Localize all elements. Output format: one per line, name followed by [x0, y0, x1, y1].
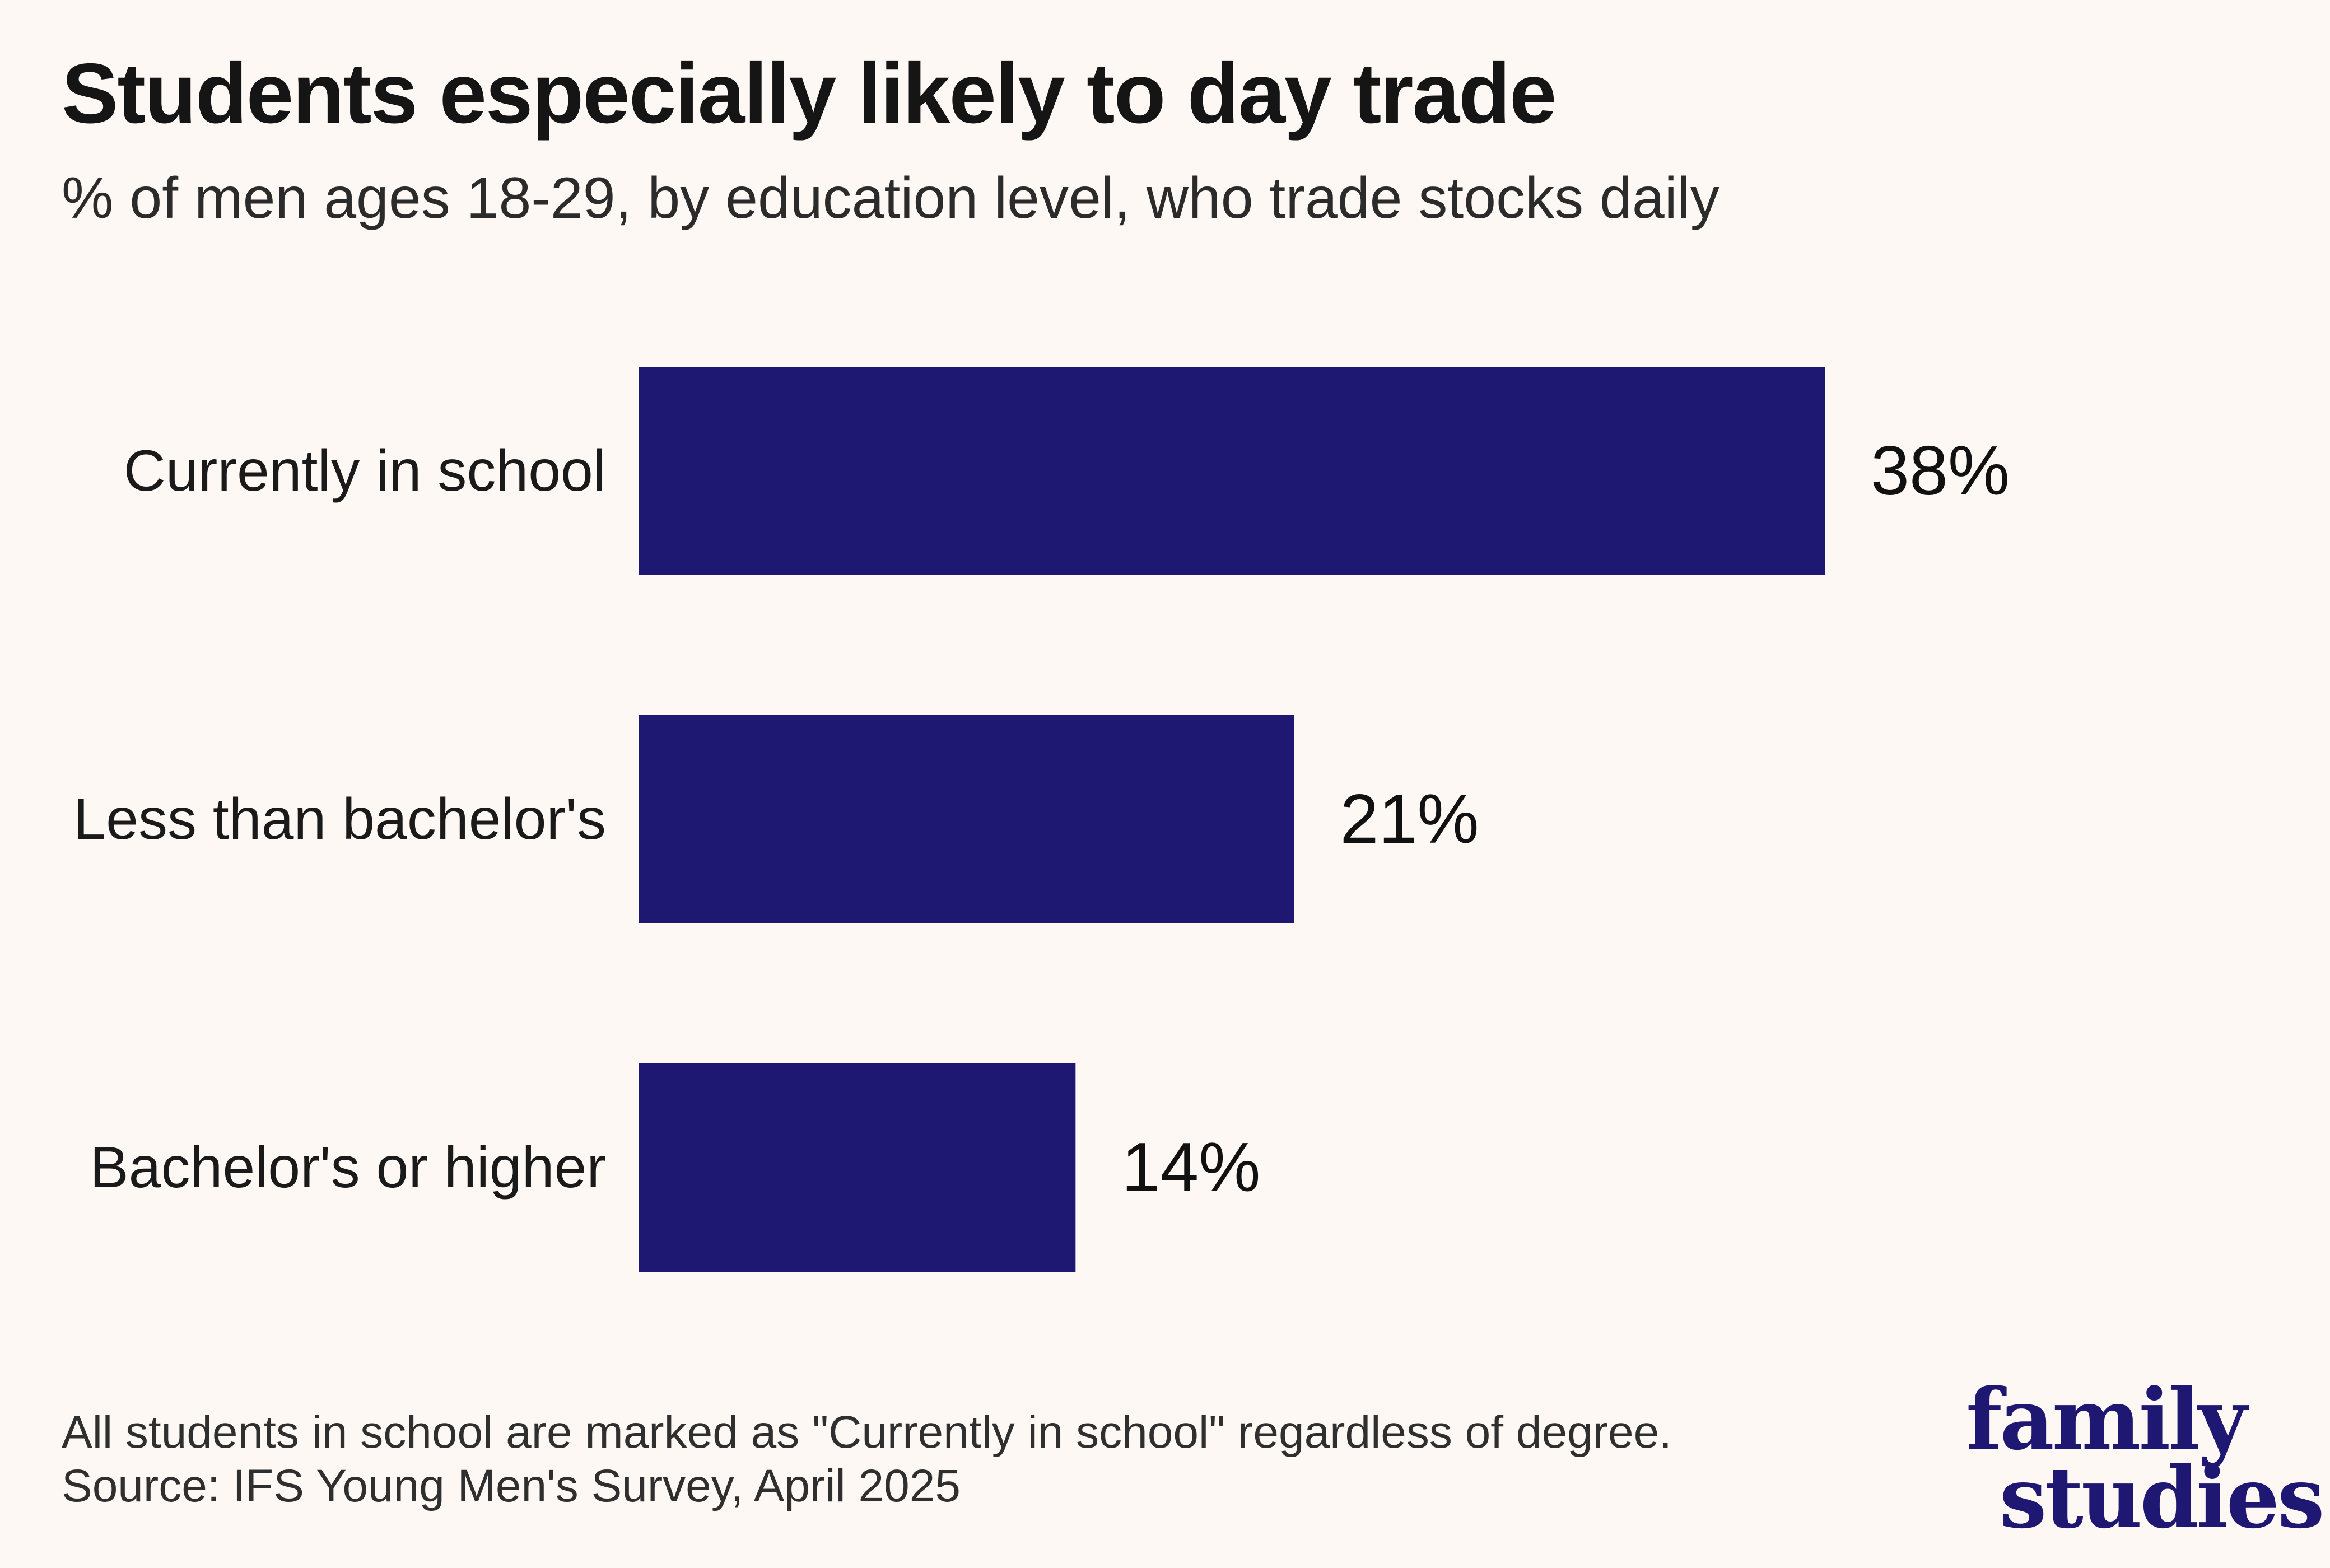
- category-label-0: Currently in school: [124, 438, 606, 503]
- bar-1: [639, 715, 1294, 923]
- footnote: All students in school are marked as "Cu…: [62, 1406, 1672, 1513]
- bar-0: [639, 367, 1825, 575]
- logo-line-studies: studies: [2000, 1449, 2325, 1547]
- logo-line-family: family: [1966, 1370, 2247, 1469]
- footnote-source: Source: IFS Young Men's Survey, April 20…: [62, 1460, 961, 1511]
- category-label-2: Bachelor's or higher: [90, 1135, 606, 1200]
- footnote-note: All students in school are marked as "Cu…: [62, 1407, 1672, 1458]
- chart-subtitle: % of men ages 18-29, by education level,…: [62, 166, 1719, 231]
- family-studies-logo: family studies: [1955, 1370, 2325, 1546]
- chart-title: Students especially likely to day trade: [62, 46, 1557, 141]
- bar-2: [639, 1063, 1076, 1272]
- value-label-2: 14%: [1121, 1129, 1260, 1206]
- value-label-1: 21%: [1340, 781, 1479, 858]
- value-label-0: 38%: [1871, 432, 2010, 510]
- category-label-1: Less than bachelor's: [73, 787, 606, 852]
